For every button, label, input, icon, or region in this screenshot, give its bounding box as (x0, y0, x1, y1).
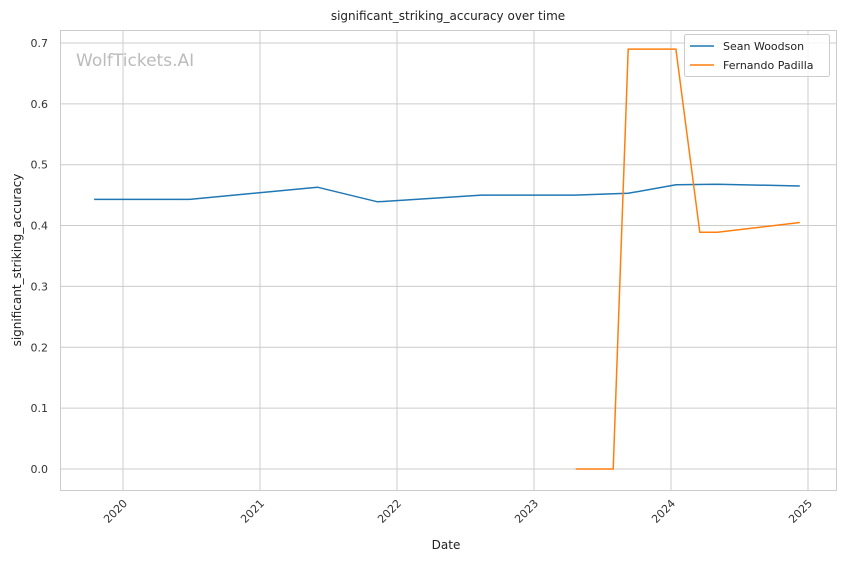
y-axis-label: significant_striking_accuracy (10, 174, 24, 347)
y-tick-label: 0.2 (31, 341, 49, 354)
x-tick-label: 2020 (101, 497, 130, 526)
y-tick-label: 0.5 (31, 159, 49, 172)
legend-label: Sean Woodson (723, 40, 804, 53)
watermark: WolfTickets.AI (76, 51, 194, 71)
legend-label: Fernando Padilla (723, 59, 814, 72)
x-tick-label: 2023 (512, 497, 541, 526)
y-tick-label: 0.0 (31, 463, 49, 476)
x-tick-label: 2021 (238, 497, 267, 526)
x-tick-label: 2022 (375, 497, 404, 526)
series-line-fernando-padilla (575, 48, 800, 470)
chart-title: significant_striking_accuracy over time (331, 9, 565, 23)
series-line-sean-woodson (94, 183, 800, 203)
x-tick-label: 2025 (786, 497, 815, 526)
y-tick-label: 0.1 (31, 402, 49, 415)
plot-frame (60, 30, 837, 491)
x-axis-label: Date (432, 538, 461, 552)
y-tick-label: 0.6 (31, 98, 49, 111)
x-tick-label: 2024 (649, 497, 678, 526)
y-tick-label: 0.4 (31, 220, 49, 233)
y-tick-label: 0.7 (31, 37, 49, 50)
legend: Sean Woodson Fernando Padilla (684, 34, 830, 77)
y-tick-label: 0.3 (31, 280, 49, 293)
